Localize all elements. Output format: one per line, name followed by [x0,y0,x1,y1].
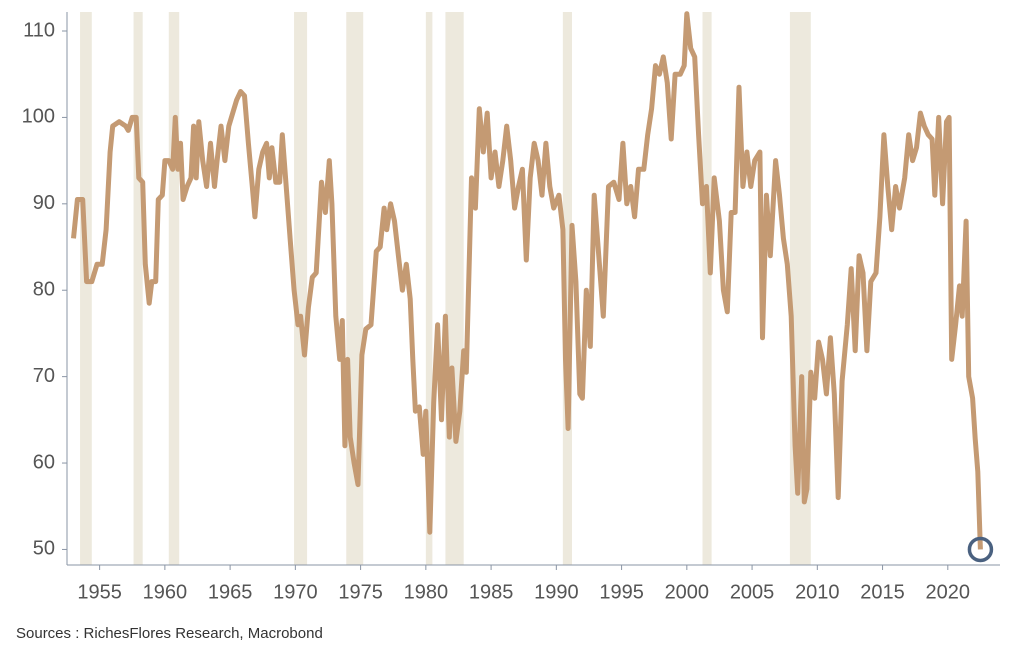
y-tick-label: 110 [23,19,55,41]
x-tick-label: 1990 [534,581,579,603]
x-tick-label: 2020 [926,581,971,603]
x-tick-label: 1970 [273,581,318,603]
x-tick-label: 1975 [338,581,383,603]
recession-band [445,12,464,565]
source-note: Sources : RichesFlores Research, Macrobo… [16,625,323,642]
recession-band [80,12,92,565]
recession-band [294,12,308,565]
x-tick-label: 1955 [77,581,122,603]
recession-band [425,12,433,565]
x-tick-label: 2005 [730,581,775,603]
y-tick-label: 50 [33,538,55,560]
x-tick-label: 1980 [404,581,449,603]
recession-band [346,12,364,565]
x-tick-label: 2000 [665,581,710,603]
recession-band [562,12,572,565]
x-tick-label: 1995 [599,581,644,603]
y-tick-label: 60 [33,451,55,473]
y-tick-label: 80 [33,279,55,301]
y-tick-label: 70 [33,365,55,387]
recession-band [168,12,180,565]
series-line [71,11,983,550]
x-tick-label: 1960 [143,581,188,603]
x-tick-label: 2015 [860,581,905,603]
x-tick-label: 1965 [208,581,253,603]
recession-band [133,12,143,565]
y-tick-label: 100 [22,106,55,128]
recession-band [702,12,712,565]
x-tick-label: 1985 [469,581,514,603]
last-point-marker [967,536,994,563]
x-tick-label: 2010 [795,581,840,603]
y-tick-label: 90 [33,192,55,214]
